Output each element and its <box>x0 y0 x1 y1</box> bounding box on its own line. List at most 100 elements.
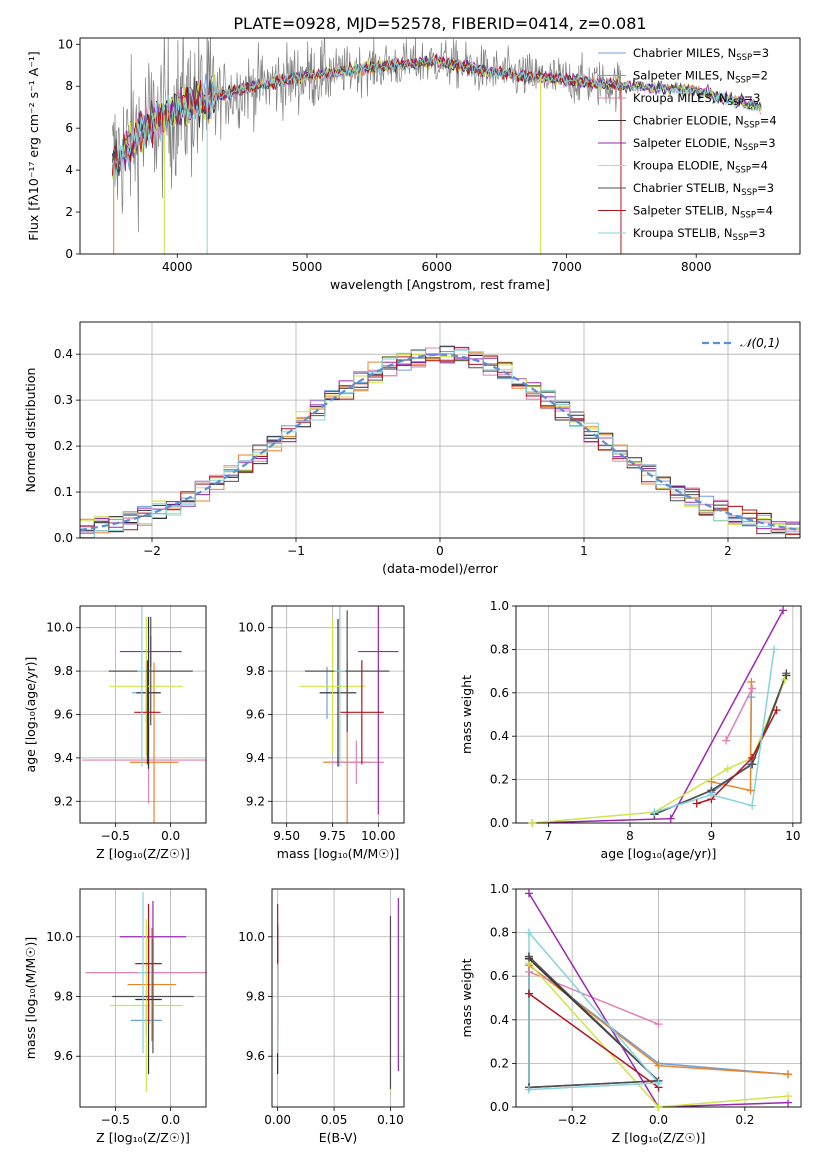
errorbar-point <box>112 939 194 1054</box>
axes-frame <box>515 605 802 824</box>
x-tick-label: 0.10 <box>377 1113 404 1127</box>
x-axis-label: Z [log₁₀(Z/Z☉)] <box>612 1130 706 1145</box>
legend-value: =3 <box>759 136 776 150</box>
y-tick-label: 1.0 <box>490 599 509 613</box>
x-tick-label: 2 <box>724 544 732 558</box>
weight-series-5 <box>532 679 786 823</box>
x-tick-label: −0.5 <box>101 1113 130 1127</box>
x-tick-label: 7000 <box>551 260 582 274</box>
weight-marker <box>524 989 533 998</box>
y-tick-label: 9.4 <box>54 751 73 765</box>
legend-subscript: SSP <box>735 166 751 176</box>
model-curve-7 <box>111 54 623 176</box>
axes-frame <box>271 888 405 1108</box>
legend-value: =2 <box>751 69 768 83</box>
weight-marker <box>723 764 732 773</box>
model-curve-8 <box>111 56 762 187</box>
figure-title: PLATE=0928, MJD=52578, FIBERID=0414, z=0… <box>233 14 646 33</box>
y-tick-label: 0.6 <box>490 969 509 983</box>
x-tick-label: 6000 <box>421 260 452 274</box>
y-tick-label: 0.0 <box>490 1100 509 1114</box>
x-tick-label: 4000 <box>162 260 193 274</box>
plot-area <box>528 893 789 1107</box>
weight-marker <box>692 799 701 808</box>
legend-label: Salpeter ELODIE, NSSP=3 <box>633 136 776 153</box>
x-tick-label: 1 <box>580 544 588 558</box>
legend-label: Salpeter MILES, NSSP=2 <box>633 69 768 86</box>
x-tick-label: 8 <box>626 829 634 843</box>
y-tick-label: 0.4 <box>490 729 509 743</box>
panel-weight_vs_age: 7 8 9 10 0.0 0.2 0.4 0.6 0.8 1.0 age [log₁₀(age/yr… <box>459 599 802 861</box>
x-tick-label: 0.0 <box>161 829 180 843</box>
y-tick-label: 9.2 <box>246 794 265 808</box>
weight-marker <box>707 777 716 786</box>
weight-series-3 <box>654 675 788 815</box>
plot-area <box>299 606 399 823</box>
y-tick-label: 10.0 <box>238 621 265 635</box>
errorbar-point <box>328 740 384 784</box>
y-tick-label: 10 <box>58 37 73 51</box>
legend-label: Kroupa STELIB, NSSP=3 <box>633 226 765 243</box>
x-tick-label: −2 <box>143 544 161 558</box>
errorbar-point <box>334 606 346 767</box>
weight-marker <box>779 606 788 615</box>
y-tick-label: 10.0 <box>46 621 73 635</box>
weight-marker <box>666 814 675 823</box>
weight-marker <box>748 684 757 693</box>
legend-subscript: SSP <box>741 188 757 198</box>
x-tick-label: 0.00 <box>264 1113 291 1127</box>
weight-series-5 <box>528 962 789 1107</box>
weight-marker <box>747 693 756 702</box>
weight-marker <box>654 1020 663 1029</box>
y-tick-label: 0.3 <box>54 393 73 407</box>
y-tick-label: 9.8 <box>246 990 265 1004</box>
legend-subscript: SSP <box>744 121 760 131</box>
errorbar-point <box>135 903 162 1024</box>
y-axis-label: mass [log₁₀(M/M☉)] <box>23 937 38 1059</box>
y-tick-label: 9.6 <box>54 1049 73 1063</box>
y-tick-label: 0 <box>65 247 73 261</box>
legend-value: =4 <box>751 159 768 173</box>
legend-entry: Chabrier ELODIE, NSSP=4 <box>598 114 777 131</box>
y-tick-label: 2 <box>65 205 73 219</box>
weight-marker <box>770 645 779 654</box>
plot-area <box>85 891 206 1093</box>
legend-label: Salpeter STELIB, NSSP=4 <box>633 204 773 221</box>
legend-entry: Salpeter STELIB, NSSP=4 <box>598 204 773 221</box>
weight-marker <box>772 706 781 715</box>
histogram-7 <box>80 346 800 535</box>
legend-value: =4 <box>760 114 777 128</box>
weight-series-8 <box>528 932 661 1091</box>
weight-marker <box>524 928 533 937</box>
histogram-8 <box>80 349 800 538</box>
legend-value: =3 <box>748 226 765 240</box>
y-tick-label: 9.6 <box>54 708 73 722</box>
y-tick-label: 1.0 <box>490 882 509 896</box>
weight-marker <box>654 1061 663 1070</box>
weight-marker <box>746 786 755 795</box>
legend-entry: Salpeter ELODIE, NSSP=3 <box>598 136 776 153</box>
x-tick-label: 0 <box>436 544 444 558</box>
x-tick-label: −1 <box>287 544 305 558</box>
y-tick-label: 6 <box>65 121 73 135</box>
errorbar-point <box>319 619 357 767</box>
y-axis-label: mass weight <box>459 958 474 1037</box>
legend-value: =4 <box>756 204 773 218</box>
legend-label: Chabrier MILES, NSSP=3 <box>633 46 769 63</box>
errorbar-point <box>305 610 390 732</box>
y-tick-label: 9.8 <box>246 664 265 678</box>
weight-marker <box>528 819 537 827</box>
plot-area <box>111 38 762 254</box>
legend-subscript: SSP <box>736 53 752 63</box>
y-axis-label: age [log₁₀(age/yr)] <box>23 657 38 773</box>
errorbar-point <box>109 918 183 1093</box>
x-tick-label: 0.0 <box>649 1113 668 1127</box>
weight-marker <box>780 675 789 684</box>
errorbar-point <box>136 616 161 769</box>
errorbar-point <box>299 619 366 754</box>
weight-marker <box>707 790 716 799</box>
x-tick-label: 10.00 <box>361 829 395 843</box>
y-tick-label: 0.2 <box>490 773 509 787</box>
legend-entry: Kroupa ELODIE, NSSP=4 <box>598 159 768 176</box>
legend-label: Kroupa ELODIE, NSSP=4 <box>633 159 768 176</box>
